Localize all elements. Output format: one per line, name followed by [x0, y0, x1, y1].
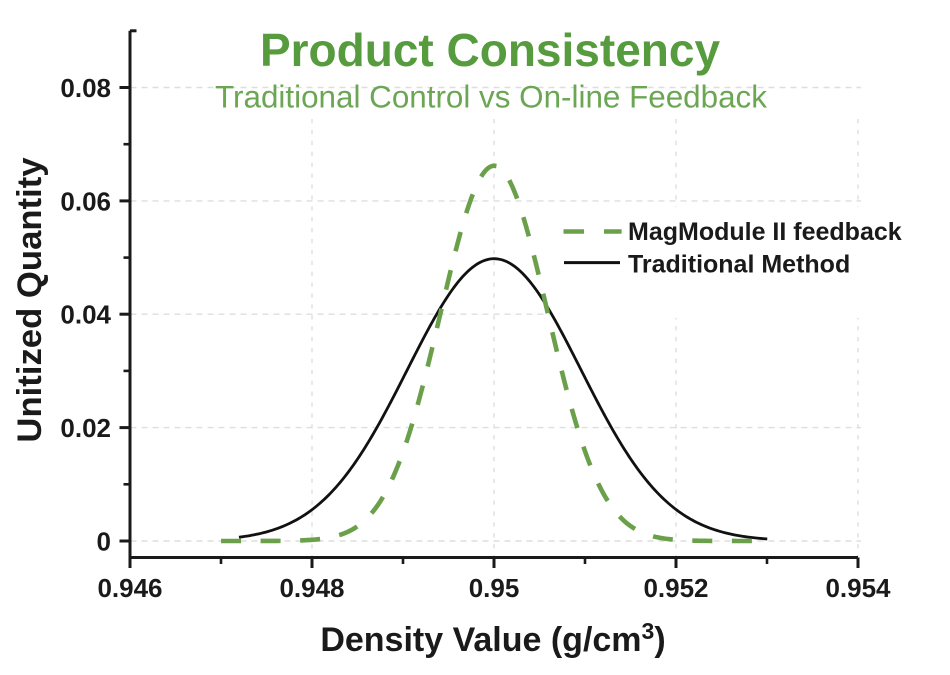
svg-text:0.948: 0.948: [279, 573, 344, 603]
svg-text:Traditional Control vs On-line: Traditional Control vs On-line Feedback: [215, 80, 767, 115]
svg-text:0: 0: [97, 526, 111, 556]
svg-text:MagModule II feedback: MagModule II feedback: [628, 218, 902, 246]
svg-text:0.95: 0.95: [469, 573, 520, 603]
svg-text:0.02: 0.02: [60, 413, 111, 443]
svg-text:Unitized Quantity: Unitized Quantity: [11, 157, 49, 443]
svg-text:Density Value (g/cm3): Density Value (g/cm3): [320, 618, 665, 659]
svg-text:0.952: 0.952: [643, 573, 708, 603]
svg-text:0.06: 0.06: [60, 186, 111, 216]
svg-text:0.946: 0.946: [97, 573, 162, 603]
svg-text:Traditional Method: Traditional Method: [628, 251, 850, 279]
svg-text:0.04: 0.04: [60, 300, 111, 330]
svg-text:Product Consistency: Product Consistency: [260, 24, 721, 76]
svg-text:0.954: 0.954: [825, 573, 891, 603]
svg-text:0.08: 0.08: [60, 73, 111, 103]
